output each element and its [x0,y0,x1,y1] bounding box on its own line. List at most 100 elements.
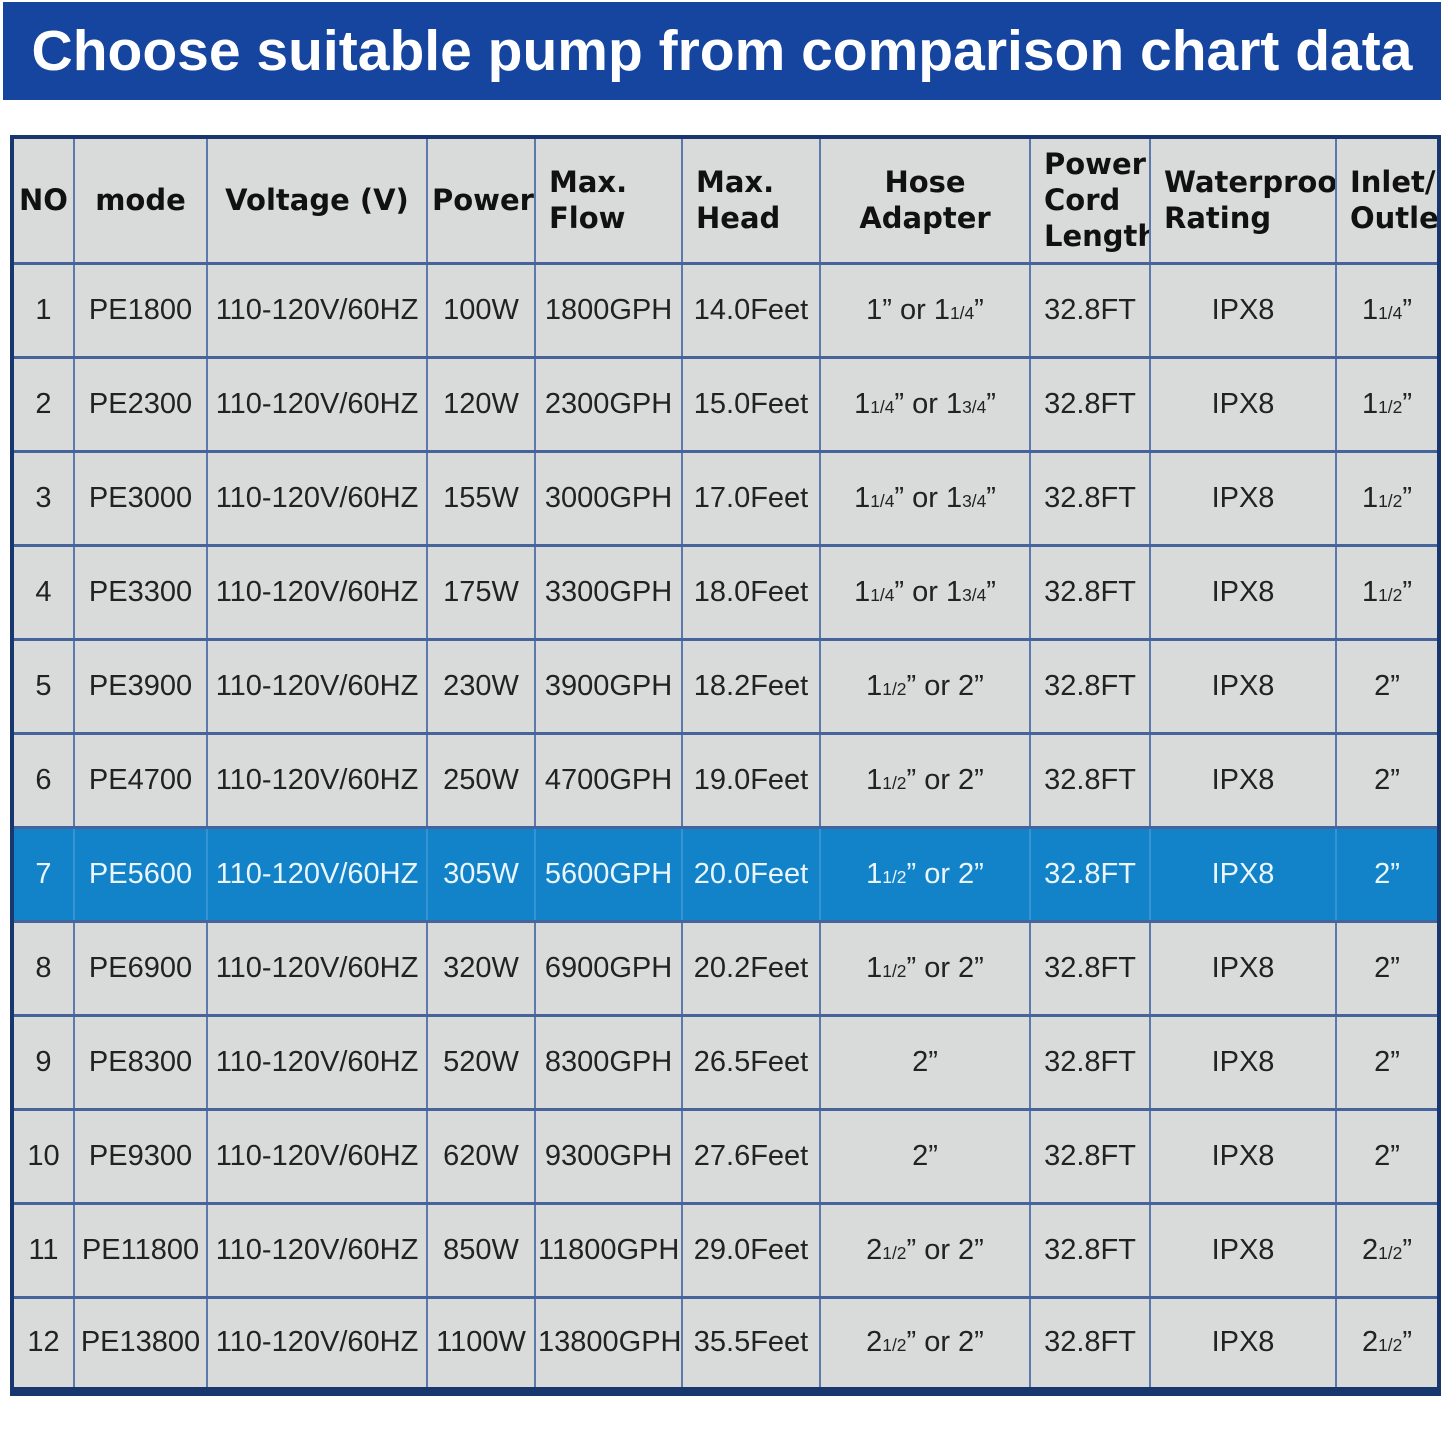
inlet_outlet-cell: 2” [1335,919,1440,1017]
max_flow-cell: 5600GPH [534,825,683,923]
voltage-cell: 110-120V/60HZ [206,1295,428,1393]
mode-cell: PE3900 [73,637,208,735]
column-header-power_cord_length: Power Cord Length [1029,135,1151,265]
fraction-three-quarters: 3/4 [962,396,987,417]
inlet_outlet-cell: 21/2” [1335,1201,1440,1299]
inlet_outlet-cell: 21/2” [1335,1295,1440,1393]
fraction-three-quarters: 3/4 [962,584,987,605]
max_head-cell: 20.2Feet [681,919,821,1017]
table-row-10: 10 PE9300 110-120V/60HZ 620W 9300GPH 27.6Feet… [11,1107,1440,1205]
waterproof_rating-cell: IPX8 [1149,449,1337,547]
inlet_outlet-cell: 2” [1335,1107,1440,1205]
no-cell: 2 [11,355,75,453]
column-header-no: NO [11,135,75,265]
fraction-one-quarter: 1/4 [870,490,895,511]
max_head-cell: 18.2Feet [681,637,821,735]
power-cell: 620W [426,1107,536,1205]
table-row-7: 7 PE5600 110-120V/60HZ 305W 5600GPH 20.0Feet 1… [11,825,1440,923]
column-header-max_head: Max. Head [681,135,821,265]
fraction-one-half: 1/2 [882,1242,907,1263]
power-cell: 1100W [426,1295,536,1393]
power-cell: 305W [426,825,536,923]
voltage-cell: 110-120V/60HZ [206,825,428,923]
power-cell: 250W [426,731,536,829]
hose_adapter-cell: 21/2” or 2” [819,1201,1031,1299]
max_head-cell: 27.6Feet [681,1107,821,1205]
max_flow-cell: 3000GPH [534,449,683,547]
mode-cell: PE2300 [73,355,208,453]
power_cord_length-cell: 32.8FT [1029,1013,1151,1111]
table-row-11: 11 PE11800 110-120V/60HZ 850W 11800GPH 29.0Fe… [11,1201,1440,1299]
fraction-one-quarter: 1/4 [1378,302,1403,323]
max_head-cell: 18.0Feet [681,543,821,641]
table-row-8: 8 PE6900 110-120V/60HZ 320W 6900GPH 20.2Feet 1… [11,919,1440,1017]
pump-comparison-table: NO mode Voltage (V) Power Max. Flow Max. Head… [10,135,1441,1396]
power-cell: 175W [426,543,536,641]
fraction-one-half: 1/2 [1378,1242,1403,1263]
mode-cell: PE1800 [73,261,208,359]
waterproof_rating-cell: IPX8 [1149,1295,1337,1393]
no-cell: 10 [11,1107,75,1205]
hose_adapter-cell: 11/2” or 2” [819,637,1031,735]
voltage-cell: 110-120V/60HZ [206,543,428,641]
power_cord_length-cell: 32.8FT [1029,543,1151,641]
max_head-cell: 17.0Feet [681,449,821,547]
no-cell: 1 [11,261,75,359]
inlet_outlet-cell: 11/4” [1335,261,1440,359]
power-cell: 230W [426,637,536,735]
fraction-one-quarter: 1/4 [870,396,895,417]
hose_adapter-cell: 21/2” or 2” [819,1295,1031,1393]
table-row-4: 4 PE3300 110-120V/60HZ 175W 3300GPH 18.0Feet 1… [11,543,1440,641]
column-header-hose_adapter: Hose Adapter [819,135,1031,265]
max_head-cell: 14.0Feet [681,261,821,359]
max_flow-cell: 1800GPH [534,261,683,359]
mode-cell: PE9300 [73,1107,208,1205]
no-cell: 6 [11,731,75,829]
no-cell: 8 [11,919,75,1017]
max_flow-cell: 3300GPH [534,543,683,641]
max_flow-cell: 13800GPH [534,1295,683,1393]
power-cell: 100W [426,261,536,359]
inlet_outlet-cell: 2” [1335,731,1440,829]
power_cord_length-cell: 32.8FT [1029,261,1151,359]
table-row-1: 1 PE1800 110-120V/60HZ 100W 1800GPH 14.0Feet 1… [11,261,1440,359]
inlet_outlet-cell: 11/2” [1335,355,1440,453]
fraction-one-half: 1/2 [882,678,907,699]
table-row-9: 9 PE8300 110-120V/60HZ 520W 8300GPH 26.5Feet 2… [11,1013,1440,1111]
power_cord_length-cell: 32.8FT [1029,731,1151,829]
mode-cell: PE11800 [73,1201,208,1299]
waterproof_rating-cell: IPX8 [1149,637,1337,735]
table-row-6: 6 PE4700 110-120V/60HZ 250W 4700GPH 19.0Feet 1… [11,731,1440,829]
waterproof_rating-cell: IPX8 [1149,1107,1337,1205]
fraction-one-half: 1/2 [882,866,907,887]
max_head-cell: 15.0Feet [681,355,821,453]
voltage-cell: 110-120V/60HZ [206,355,428,453]
power-cell: 155W [426,449,536,547]
inlet_outlet-cell: 2” [1335,1013,1440,1111]
fraction-one-quarter: 1/4 [870,584,895,605]
power-cell: 320W [426,919,536,1017]
max_head-cell: 20.0Feet [681,825,821,923]
max_flow-cell: 3900GPH [534,637,683,735]
waterproof_rating-cell: IPX8 [1149,731,1337,829]
hose_adapter-cell: 11/2” or 2” [819,919,1031,1017]
column-header-waterproof_rating: Waterproof Rating [1149,135,1337,265]
power_cord_length-cell: 32.8FT [1029,637,1151,735]
no-cell: 4 [11,543,75,641]
hose_adapter-cell: 11/2” or 2” [819,825,1031,923]
power_cord_length-cell: 32.8FT [1029,1107,1151,1205]
fraction-one-half: 1/2 [882,1335,907,1355]
waterproof_rating-cell: IPX8 [1149,825,1337,923]
column-header-max_flow: Max. Flow [534,135,683,265]
waterproof_rating-cell: IPX8 [1149,261,1337,359]
hose_adapter-cell: 11/4” or 13/4” [819,543,1031,641]
inlet_outlet-cell: 11/2” [1335,449,1440,547]
column-header-mode: mode [73,135,208,265]
inlet_outlet-cell: 2” [1335,637,1440,735]
voltage-cell: 110-120V/60HZ [206,731,428,829]
table-row-5: 5 PE3900 110-120V/60HZ 230W 3900GPH 18.2Feet 1… [11,637,1440,735]
no-cell: 9 [11,1013,75,1111]
hose_adapter-cell: 2” [819,1013,1031,1111]
no-cell: 5 [11,637,75,735]
